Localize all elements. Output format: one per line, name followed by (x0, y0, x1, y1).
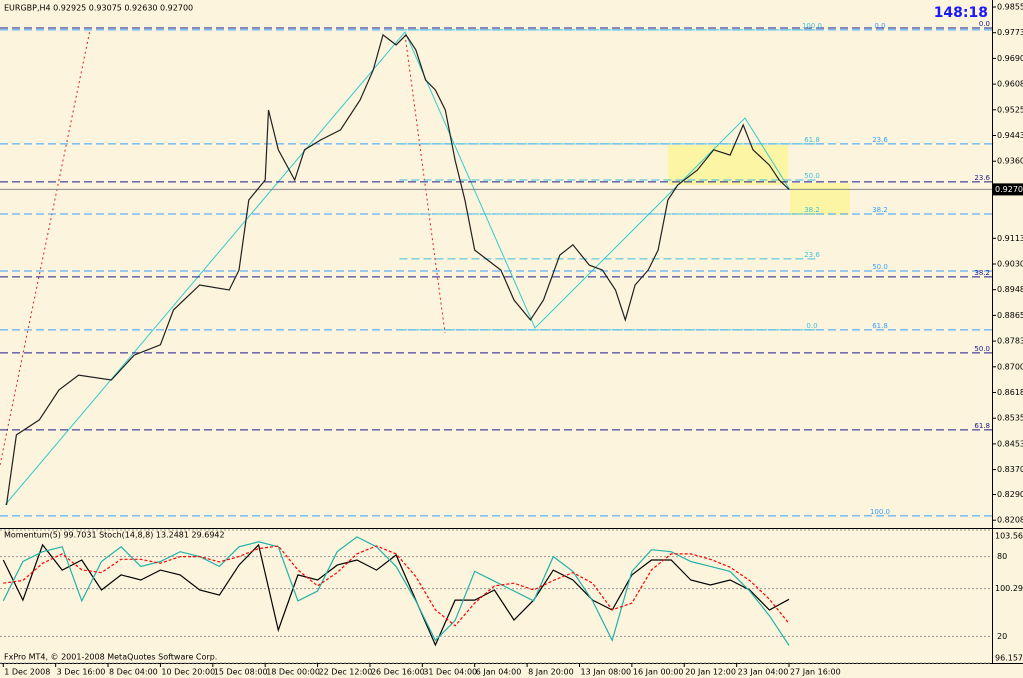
fib-label: 0.0 (806, 322, 817, 330)
footer: FxPro MT4, © 2001-2008 MetaQuotes Softwa… (4, 653, 217, 662)
fib-label: 0.0 (874, 22, 885, 30)
fib-label: 61.8 (872, 322, 888, 330)
fib-label: 50.0 (974, 345, 990, 353)
symbol-header: EURGBP,H4 0.92925 0.93075 0.92630 0.9270… (4, 4, 193, 13)
x-tick-label: 16 Jan 00:00 (633, 668, 684, 677)
y-tick-label: 0.85355 (997, 414, 1023, 423)
highlight-box (790, 183, 850, 215)
x-tick-label: 1 Dec 2008 (4, 668, 50, 677)
fib-label: 50.0 (804, 172, 820, 180)
x-tick-label: 26 Dec 16:00 (371, 668, 425, 677)
y-tick-label: 0.96905 (997, 54, 1023, 63)
x-tick-label: 20 Jan 12:00 (685, 668, 736, 677)
x-tick-label: 8 Jan 20:00 (528, 668, 574, 677)
series-line (2, 543, 790, 647)
fib-label: 38.2 (804, 206, 820, 214)
fib-label: 61.8 (804, 136, 820, 144)
series-line (2, 536, 790, 646)
highlight-box (668, 145, 788, 185)
x-tick-label: 27 Jan 16:00 (790, 668, 841, 677)
fib-label: 100.0 (802, 22, 822, 30)
series-line (3, 545, 790, 627)
series-line (5, 33, 790, 505)
last-price-box (993, 183, 1023, 196)
y-tick-label: 0.88655 (997, 311, 1023, 320)
fib-label: 23.6 (974, 174, 990, 182)
x-tick-label: 3 Dec 16:00 (57, 668, 106, 677)
fib-label: 38.2 (872, 206, 888, 214)
y2-tick-label: 100.2988 (995, 584, 1023, 593)
last-price-label: 0.92700 (995, 185, 1023, 194)
y-tick-label: 0.87005 (997, 362, 1023, 371)
x-tick-label: 23 Jan 04:00 (738, 668, 789, 677)
fib-label: 0.0 (979, 20, 990, 28)
trend-line (404, 34, 446, 334)
y-tick-label: 0.95255 (997, 105, 1023, 114)
y-tick-label: 0.93605 (997, 157, 1023, 166)
fib-label: 23.6 (804, 251, 820, 259)
y-tick-label: 0.82905 (997, 490, 1023, 499)
fib-label: 61.8 (974, 422, 990, 430)
x-tick-label: 31 Dec 04:00 (423, 668, 477, 677)
x-tick-label: 6 Jan 04:00 (476, 668, 522, 677)
y2-tick-label: 96.1577 (995, 654, 1023, 663)
trend-line (0, 29, 91, 466)
indicator-header: Momentum(5) 99.7031 Stoch(14,8,8) 13.248… (4, 531, 225, 540)
fib-label: 50.0 (872, 263, 888, 271)
y2-tick-label: 103.5614 (995, 532, 1023, 541)
x-tick-label: 8 Dec 04:00 (109, 668, 158, 677)
bar-timer: 148:18 (934, 5, 988, 21)
x-tick-label: 15 Dec 08:00 (214, 668, 268, 677)
fib-label: 38.2 (974, 269, 990, 277)
fib-label: 23.6 (872, 136, 888, 144)
x-tick-label: 13 Jan 08:00 (580, 668, 631, 677)
y-tick-label: 0.98555 (997, 3, 1023, 12)
x-tick-label: 10 Dec 20:00 (161, 668, 215, 677)
x-tick-label: 18 Dec 00:00 (266, 668, 320, 677)
y-tick-label: 80 (997, 552, 1007, 561)
fib-label: 100.0 (870, 508, 890, 516)
y-tick-label: 0.83705 (997, 465, 1023, 474)
y-tick-label: 20 (997, 632, 1007, 641)
x-tick-label: 22 Dec 12:00 (319, 668, 373, 677)
y-tick-label: 0.90305 (997, 260, 1023, 269)
